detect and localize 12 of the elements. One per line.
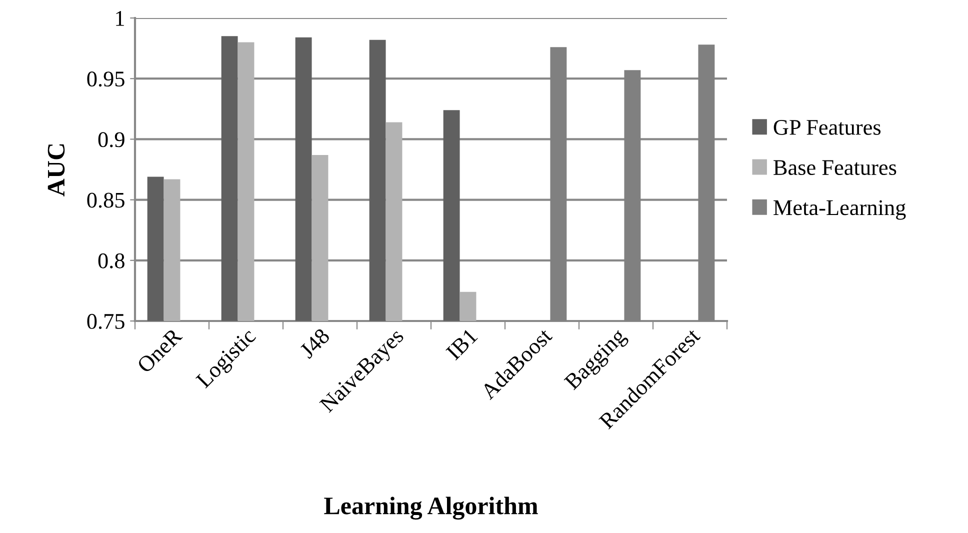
y-tick-label: 0.9 <box>98 132 124 148</box>
legend-label: Meta-Learning <box>774 200 906 220</box>
y-tick-label: 1 <box>116 11 124 26</box>
x-axis-title: Learning Algorithm <box>324 496 538 520</box>
legend-label: GP Features <box>774 120 881 135</box>
y-tick-label: 0.8 <box>98 253 124 268</box>
y-tick-label: 0.95 <box>87 72 124 87</box>
y-tick-label: 0.85 <box>87 192 124 208</box>
y-axis-title: AUC <box>48 144 65 196</box>
y-tick-label: 0.75 <box>87 314 124 330</box>
legend-label: Base Features <box>774 160 896 176</box>
x-tick-label: IB1 <box>446 328 478 361</box>
